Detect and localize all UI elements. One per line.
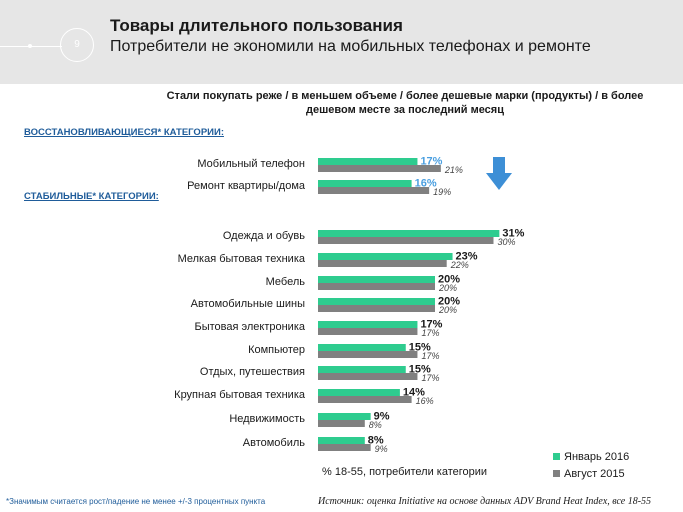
bar-jan2016 [318,180,412,187]
data-label-jan2016: 31% [502,228,524,240]
legend: Январь 2016 Август 2015 [553,448,629,482]
category-label: Одежда и обувь [222,230,305,242]
category-label: Крупная бытовая техника [174,389,305,401]
bar-jan2016 [318,276,435,283]
page-number: 9 [60,28,94,62]
data-label-jan2016: 14% [403,387,425,399]
chart-title: Стали покупать реже / в меньшем объеме /… [166,90,644,116]
data-label-jan2016: 23% [456,251,478,263]
footnote: *Значимым считается рост/падение не мене… [6,497,266,506]
category-label: Ремонт квартиры/дома [187,180,305,192]
category-label: Мобильный телефон [197,158,305,170]
bar-jan2016 [318,321,418,328]
bar-aug2015 [318,260,447,267]
bar-jan2016 [318,158,418,165]
slide-title: Товары длительного пользования [110,16,403,35]
bar-jan2016 [318,253,453,260]
section-recovering: ВОССТАНОВЛИВАЮЩИЕСЯ* КАТЕГОРИИ: [24,127,224,138]
data-label-jan2016: 20% [438,274,460,286]
bar-jan2016 [318,344,406,351]
bar-aug2015 [318,444,371,451]
category-label: Компьютер [248,344,305,356]
bar-aug2015 [318,237,494,244]
category-label: Отдых, путешествия [199,366,305,378]
bar-jan2016 [318,389,400,396]
bar-aug2015 [318,328,418,335]
category-label: Бытовая электроника [194,321,305,333]
category-label: Автомобиль [242,437,305,449]
bar-jan2016 [318,366,406,373]
bar-jan2016 [318,230,500,237]
bar-aug2015 [318,165,441,172]
data-label-jan2016: 17% [420,319,442,331]
header-dot [28,44,32,48]
data-label-aug2015: 19% [433,187,451,197]
category-label: Автомобильные шины [190,298,305,310]
data-label-aug2015: 17% [421,328,439,338]
bar-aug2015 [318,373,418,380]
data-label-jan2016: 15% [409,342,431,354]
slide-subtitle: Потребители не экономили на мобильных те… [110,38,591,55]
category-label: Мебель [265,276,305,288]
legend-item-aug2015: Август 2015 [553,465,629,482]
data-label-aug2015: 17% [421,351,439,361]
bar-aug2015 [318,283,435,290]
legend-item-jan2016: Январь 2016 [553,448,629,465]
data-label-aug2015: 9% [375,444,388,454]
data-label-jan2016: 9% [374,411,390,423]
bar-aug2015 [318,187,430,194]
data-label-jan2016: 15% [409,364,431,376]
legend-swatch-jan2016 [553,453,560,460]
legend-label-jan2016: Январь 2016 [564,450,630,463]
legend-swatch-aug2015 [553,470,560,477]
category-label: Мелкая бытовая техника [177,253,305,265]
data-label-aug2015: 20% [438,305,457,315]
data-label-aug2015: 16% [416,396,434,406]
bar-aug2015 [318,351,418,358]
legend-label-aug2015: Август 2015 [564,467,625,480]
data-label-jan2016: 8% [368,435,384,447]
data-label-aug2015: 17% [421,373,439,383]
data-label-aug2015: 30% [498,237,516,247]
data-label-aug2015: 22% [450,260,469,270]
data-label-aug2015: 21% [444,165,463,175]
bar-aug2015 [318,305,435,312]
data-label-jan2016: 17% [420,156,442,168]
data-label-jan2016: 20% [438,296,460,308]
data-label-aug2015: 20% [438,283,457,293]
bar-aug2015 [318,420,365,427]
header-band: 9 Товары длительного пользования Потреби… [0,0,683,84]
bar-jan2016 [318,298,435,305]
data-label-jan2016: 16% [415,178,437,190]
source-note: Источник: оценка Initiative на основе да… [318,496,652,507]
bar-jan2016 [318,413,371,420]
data-label-aug2015: 8% [369,420,382,430]
unit-note: % 18-55, потребители категории [322,466,488,478]
down-arrow-icon [486,157,512,190]
category-label: Недвижимость [229,413,305,425]
section-stable: СТАБИЛЬНЫЕ* КАТЕГОРИИ: [24,191,159,202]
bar-aug2015 [318,396,412,403]
bar-jan2016 [318,437,365,444]
